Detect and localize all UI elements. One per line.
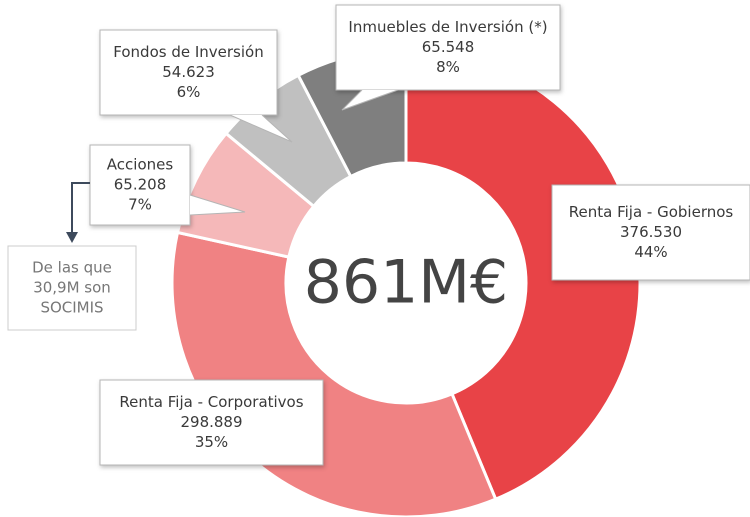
category-label: Inmuebles de Inversión (*)	[348, 18, 547, 36]
callout-box	[89, 144, 191, 226]
callouts: Renta Fija - Gobiernos 376.530 44% Renta Fi…	[89, 4, 750, 466]
total-label: 861M€	[304, 248, 508, 318]
value-label: 54.623	[162, 63, 215, 81]
percent-label: 44%	[634, 243, 667, 261]
note-box	[7, 245, 137, 331]
note-arrow	[71, 182, 90, 234]
percent-label: 35%	[195, 433, 228, 451]
value-label: 376.530	[620, 223, 682, 241]
percent-label: 6%	[177, 83, 201, 101]
callout-box	[99, 379, 324, 466]
callout-tail-edge	[189, 194, 246, 216]
note-text: De las que	[32, 259, 112, 277]
note-text: 30,9M son	[33, 279, 111, 297]
category-label: Renta Fija - Gobiernos	[569, 203, 734, 221]
callout-box	[335, 4, 561, 91]
slice	[404, 47, 642, 502]
note-arrowhead	[66, 232, 78, 243]
callout-tail-edge	[229, 114, 293, 143]
value-label: 65.548	[422, 38, 475, 56]
category-label: Acciones	[107, 156, 174, 174]
percent-label: 8%	[436, 58, 460, 76]
callout-box	[99, 29, 278, 116]
callout-tail-edge	[341, 89, 399, 111]
category-label: Fondos de Inversión	[113, 43, 263, 61]
note-text: SOCIMIS	[40, 299, 103, 317]
callout-tail	[190, 195, 245, 215]
percent-label: 7%	[128, 196, 152, 214]
value-label: 65.208	[114, 176, 167, 194]
callout-box	[551, 184, 750, 281]
value-label: 298.889	[180, 413, 242, 431]
category-label: Renta Fija - Corporativos	[119, 393, 303, 411]
